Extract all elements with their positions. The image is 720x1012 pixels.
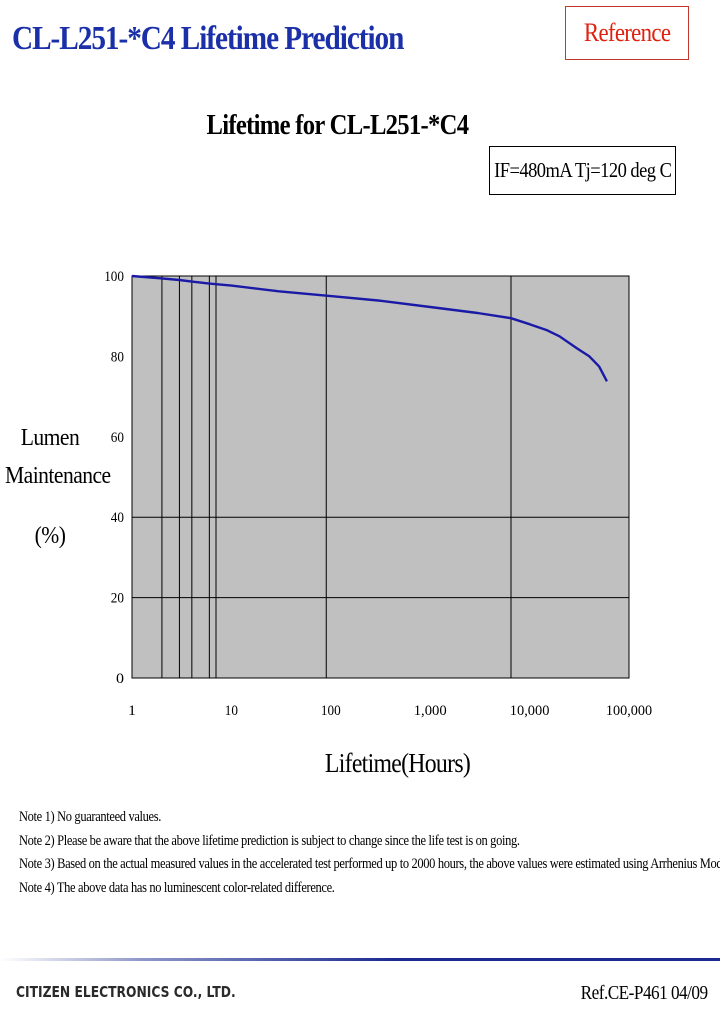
grid-layer [132,276,629,678]
y-axis-label-line-3: (%) [34,523,66,549]
y-tick-label: 20 [111,591,124,607]
x-tick-label: 100 [321,703,341,719]
x-tick-label: 100,000 [606,703,652,719]
page-title: CL-L251-*C4 Lifetime Prediction [12,20,404,57]
y-tick-label: 100 [104,269,124,285]
lifetime-chart: 100 80 60 40 20 01 10 100 1,000 10,000 100,000 [104,269,652,719]
x-tick-label: 10 [225,703,238,719]
note-2: Note 2) Please be aware that the above l… [19,832,520,849]
condition-label: IF=480mA Tj=120 deg C [493,158,672,182]
note-4: Note 4) The above data has no luminescen… [19,879,335,896]
y-tick-label: 40 [111,510,124,526]
reference-label: Reference [583,18,671,47]
note-1: Note 1) No guaranteed values. [19,809,162,825]
footer-divider [0,958,720,961]
series-line-lumen-maintenance [131,274,608,382]
y-axis-label-line-2: Maintenance [5,463,111,489]
y-tick-label: 0 [116,671,124,687]
chart-title: Lifetime for CL-L251-*C4 [206,110,470,141]
tick-labels: 100 80 60 40 20 01 10 100 1,000 10,000 100,000 [104,269,652,719]
condition-box: IF=480mA Tj=120 deg C [489,146,676,195]
company-name: CITIZEN ELECTRONICS CO., LTD. [16,983,236,1001]
y-axis-label-line-1: Lumen [20,425,80,451]
x-axis-label: Lifetime(Hours) [324,748,471,778]
y-tick-label: 60 [111,430,124,446]
reference-box: Reference [565,6,689,60]
x-tick-label: 10,000 [510,703,550,719]
notes: Note 1) No guaranteed values. Note 2) Pl… [19,806,720,900]
plot-area [131,275,630,679]
document-reference: Ref.CE-P461 04/09 [581,982,708,1004]
x-tick-label: 1 [128,703,136,719]
note-3: Note 3) Based on the actual measured val… [19,856,720,872]
x-tick-label: 1,000 [414,703,447,719]
y-tick-label: 80 [111,349,124,365]
